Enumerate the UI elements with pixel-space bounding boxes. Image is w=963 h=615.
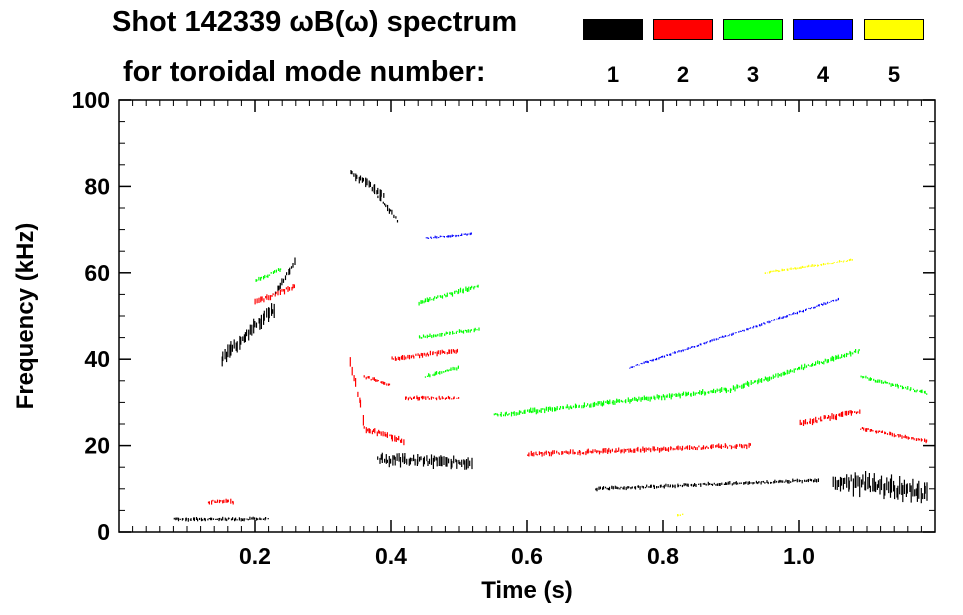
legend-swatch-1 (583, 19, 643, 40)
mode-3-band-3 (424, 365, 459, 378)
mode-2-band-5 (405, 395, 460, 401)
mode-4-band-1 (629, 297, 840, 369)
mode-1-band-0 (221, 303, 275, 367)
legend-label-1: 1 (606, 62, 620, 87)
y-tick-label: 40 (84, 346, 110, 372)
legend-label-4: 4 (816, 62, 830, 87)
axis-ticks: 0.2 0.4 0.6 0.8 1.0 0 20 40 60 80 100 (72, 87, 935, 569)
mode-2-band-3 (363, 375, 391, 386)
legend-swatch-2 (653, 19, 713, 40)
mode-5-band-1 (677, 513, 684, 517)
mode-1-band-5 (595, 478, 820, 492)
plot-frame (118, 99, 936, 533)
x-tick-label: 1.0 (783, 543, 815, 569)
series-mode-4 (425, 232, 840, 369)
mode-3-band-5 (730, 349, 860, 392)
series-mode-3 (255, 268, 928, 417)
legend-label-5: 5 (887, 62, 901, 87)
mode-2-band-4 (391, 348, 458, 361)
mode-2-band-0 (254, 284, 295, 305)
legend-swatch-5 (864, 19, 924, 40)
mode-2-band-6 (527, 442, 752, 457)
mode-1-band-7 (173, 516, 269, 522)
mode-3-band-2 (418, 327, 480, 339)
y-tick-label: 20 (84, 433, 110, 459)
mode-2-band-8 (860, 427, 928, 444)
x-axis-label: Time (s) (481, 577, 573, 604)
x-tick-label: 0.8 (647, 543, 679, 569)
series-mode-1 (173, 170, 928, 522)
mode-3-band-6 (860, 375, 928, 395)
y-tick-label: 100 (72, 87, 110, 113)
mode-3-band-1 (418, 284, 479, 306)
legend-label-2: 2 (676, 62, 690, 87)
mode-1-band-2 (350, 170, 385, 198)
chart-title: Shot 142339 ωB(ω) spectrum (112, 6, 518, 38)
y-tick-label: 80 (84, 173, 110, 199)
mode-2-band-2 (363, 426, 405, 446)
mode-2-band-9 (207, 498, 234, 505)
mode-3-band-0 (255, 268, 282, 282)
mode-4-band-0 (425, 232, 472, 239)
legend-label-3: 3 (746, 62, 760, 87)
x-tick-label: 0.4 (375, 543, 407, 569)
legend-title: for toroidal mode number: (123, 56, 486, 88)
series-mode-2 (207, 284, 928, 505)
x-tick-label: 0.2 (239, 543, 271, 569)
legend-swatch-4 (793, 19, 853, 40)
series-mode-5 (677, 258, 853, 517)
mode-1-band-3 (377, 195, 399, 223)
y-axis-label: Frequency (kHz) (12, 223, 39, 410)
x-tick-label: 0.6 (511, 543, 543, 569)
mode-1-band-4 (377, 452, 473, 470)
mode-2-band-1 (349, 357, 364, 426)
mode-5-band-0 (764, 258, 853, 274)
mode-2-band-7 (799, 409, 861, 426)
mode-3-band-4 (493, 387, 732, 417)
mode-1-band-6 (832, 471, 928, 504)
data-marks (173, 170, 928, 522)
legend-swatch-3 (723, 19, 783, 40)
y-tick-label: 60 (84, 260, 110, 286)
y-tick-label: 0 (97, 519, 110, 545)
